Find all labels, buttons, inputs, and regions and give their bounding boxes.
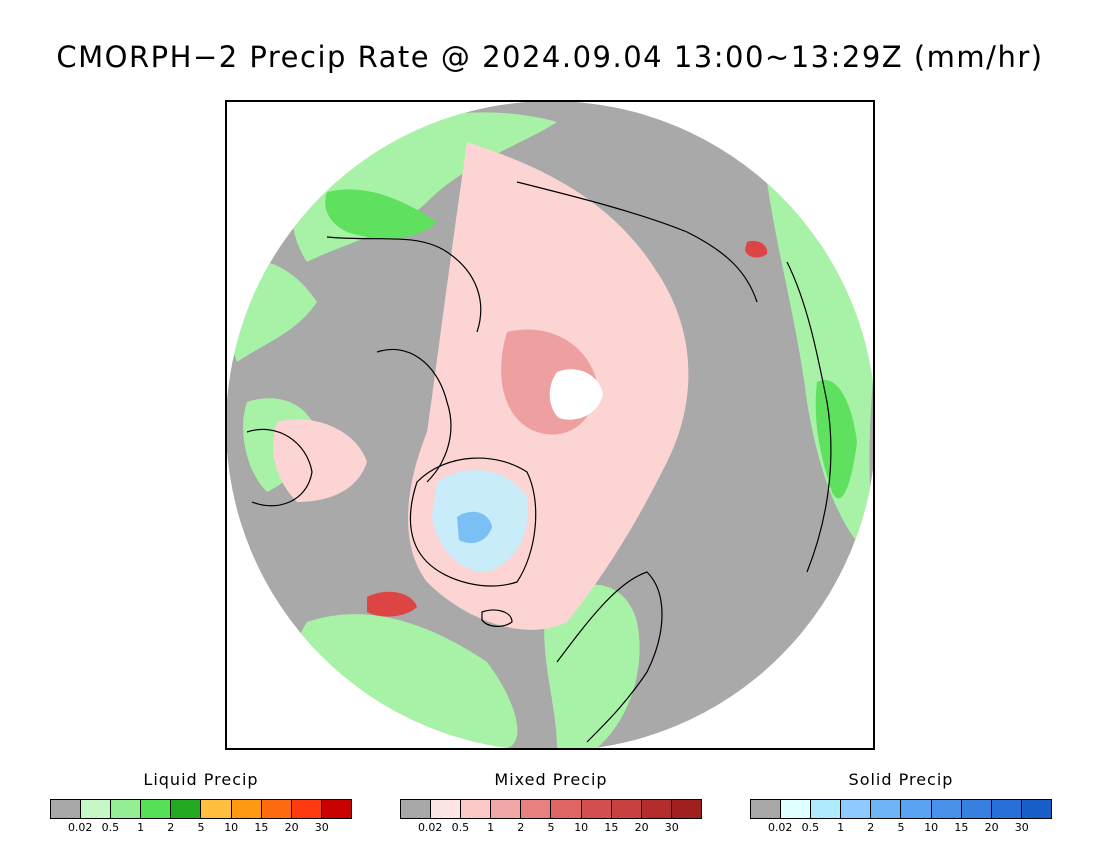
- swatch-9: [671, 800, 701, 818]
- swatch-2: [111, 800, 142, 818]
- swatch-4: [521, 800, 552, 818]
- swatch-0: [751, 800, 782, 818]
- swatch-7: [261, 800, 292, 818]
- tick-label: 2: [167, 821, 175, 834]
- swatch-0: [51, 800, 82, 818]
- liquid-precip-legend: Liquid Precip 0.02 0.5 1 2 5 10 15 20 30: [50, 770, 352, 834]
- legend-title: Solid Precip: [848, 770, 954, 789]
- liquid-cell-east-asia: [815, 380, 857, 499]
- coastline-hudson-bay: [246, 428, 313, 507]
- tick-label: 1: [487, 821, 495, 834]
- swatch-7: [961, 800, 992, 818]
- swatch-1: [431, 800, 462, 818]
- tick-labels: 0.02 0.5 1 2 5 10 15 20 30: [750, 819, 1052, 834]
- polar-precip-map: [225, 100, 875, 750]
- tick-label: 5: [547, 821, 555, 834]
- tick-label: 1: [837, 821, 845, 834]
- swatch-4: [171, 800, 202, 818]
- mixed-east-asia-cell: [745, 240, 768, 258]
- tick-label: 10: [924, 821, 939, 834]
- solid-greenland-core: [457, 511, 492, 544]
- swatch-5: [201, 800, 232, 818]
- color-scale: [50, 799, 352, 819]
- tick-label: 2: [517, 821, 525, 834]
- tick-label: 30: [1014, 821, 1029, 834]
- swatch-8: [291, 800, 322, 818]
- tick-label: 2: [867, 821, 875, 834]
- tick-label: 0.5: [101, 821, 120, 834]
- swatch-5: [551, 800, 582, 818]
- coastline-greenland: [409, 457, 537, 587]
- swatch-8: [991, 800, 1022, 818]
- tick-label: 15: [954, 821, 969, 834]
- tick-labels: 0.02 0.5 1 2 5 10 15 20 30: [400, 819, 702, 834]
- swatch-2: [461, 800, 492, 818]
- pole-data-gap: [549, 369, 603, 420]
- swatch-5: [901, 800, 932, 818]
- tick-label: 30: [314, 821, 329, 834]
- coastline-iceland: [481, 609, 513, 627]
- map-canvas: [227, 102, 873, 748]
- coastline-east-asia: [786, 261, 832, 573]
- tick-label: 20: [284, 821, 299, 834]
- tick-label: 10: [224, 821, 239, 834]
- tick-label: 15: [254, 821, 269, 834]
- swatch-7: [611, 800, 642, 818]
- tick-label: 30: [664, 821, 679, 834]
- coastline-scandinavia: [556, 571, 663, 743]
- mixed-precip-legend: Mixed Precip 0.02 0.5 1 2 5 10 15 20 30: [400, 770, 702, 834]
- plot-title: CMORPH−2 Precip Rate @ 2024.09.04 13:00~…: [56, 40, 1044, 74]
- swatch-1: [781, 800, 812, 818]
- tick-label: 20: [984, 821, 999, 834]
- coastline-alaska: [326, 236, 482, 333]
- swatch-6: [931, 800, 962, 818]
- swatch-1: [81, 800, 112, 818]
- mixed-iceland-cell: [367, 591, 417, 617]
- tick-label: 10: [574, 821, 589, 834]
- tick-label: 0.02: [417, 821, 443, 834]
- swatch-6: [231, 800, 262, 818]
- tick-label: 15: [604, 821, 619, 834]
- tick-label: 0.5: [801, 821, 820, 834]
- tick-label: 20: [634, 821, 649, 834]
- swatch-0: [401, 800, 432, 818]
- swatch-8: [641, 800, 672, 818]
- solid-precip-legend: Solid Precip 0.02 0.5 1 2 5 10 15 20 30: [750, 770, 1052, 834]
- color-scale: [750, 799, 1052, 819]
- tick-label: 0.02: [67, 821, 93, 834]
- tick-labels: 0.02 0.5 1 2 5 10 15 20 30: [50, 819, 352, 834]
- tick-label: 1: [137, 821, 145, 834]
- swatch-9: [1021, 800, 1051, 818]
- swatch-3: [491, 800, 522, 818]
- tick-label: 5: [197, 821, 205, 834]
- tick-label: 5: [897, 821, 905, 834]
- coastline-siberia: [516, 181, 758, 303]
- tick-label: 0.02: [767, 821, 793, 834]
- swatch-3: [141, 800, 172, 818]
- swatch-9: [321, 800, 351, 818]
- swatch-6: [581, 800, 612, 818]
- liquid-band-alaska-gulf: [325, 189, 437, 239]
- mixed-hudson: [273, 419, 367, 502]
- coastline-canadian-archipelago: [376, 348, 452, 483]
- legend-title: Mixed Precip: [494, 770, 608, 789]
- color-scale: [400, 799, 702, 819]
- tick-label: 0.5: [451, 821, 470, 834]
- swatch-4: [871, 800, 902, 818]
- legend-title: Liquid Precip: [143, 770, 259, 789]
- liquid-band-scandinavia: [544, 584, 640, 748]
- swatch-2: [811, 800, 842, 818]
- swatch-3: [841, 800, 872, 818]
- coastlines: [246, 181, 832, 743]
